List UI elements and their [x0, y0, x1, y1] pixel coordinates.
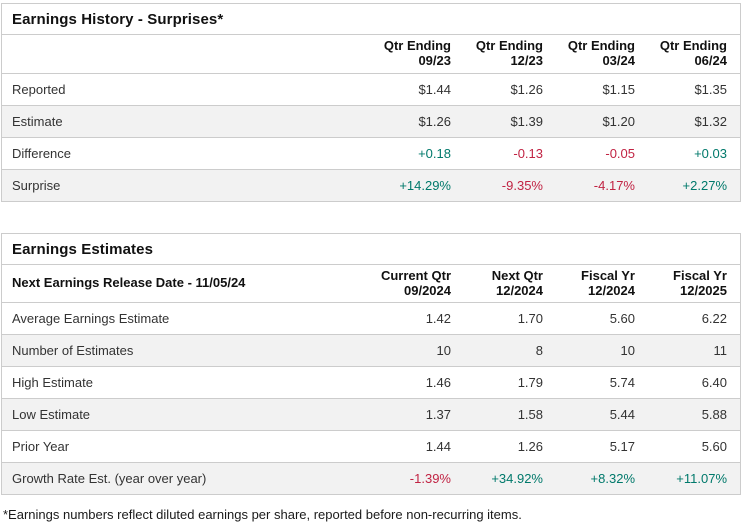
table-row-surprise: Surprise +14.29% -9.35% -4.17% +2.27%	[2, 169, 740, 201]
value-cell: 5.74	[609, 375, 635, 391]
value-cell: +0.18	[418, 145, 451, 161]
value-cell: 8	[535, 343, 543, 359]
row-label: Reported	[12, 81, 66, 97]
column-header-line1: Qtr Ending	[659, 38, 727, 53]
value-cell: $1.26	[510, 81, 543, 97]
value-cell: 1.37	[425, 407, 451, 423]
earnings-estimates-table: Next Earnings Release Date - 11/05/24 Cu…	[2, 264, 740, 495]
column-header-line2: 03/24	[602, 53, 635, 69]
column-header-line1: Fiscal Yr	[673, 267, 727, 283]
value-cell: 5.17	[609, 439, 635, 455]
earnings-estimates-title: Earnings Estimates	[2, 234, 740, 265]
column-header-fiscal-yr-2024: Fiscal Yr 12/2024	[556, 264, 648, 304]
row-label: Difference	[12, 145, 72, 161]
table-row-difference: Difference +0.18 -0.13 -0.05 +0.03	[2, 137, 740, 169]
earnings-footnote: *Earnings numbers reflect diluted earnin…	[3, 507, 522, 522]
value-cell: $1.15	[602, 81, 635, 97]
earnings-history-table: Qtr Ending 09/23 Qtr Ending 12/23 Qtr Endi…	[2, 35, 740, 201]
earnings-estimates-panel: Earnings Estimates Next Earnings Release…	[1, 232, 741, 496]
column-header-line2: 06/24	[694, 53, 727, 69]
earnings-history-header-row: Qtr Ending 09/23 Qtr Ending 12/23 Qtr Endi…	[2, 35, 740, 74]
row-label: Prior Year	[12, 439, 70, 455]
value-cell: 1.46	[425, 375, 451, 391]
value-cell: 1.42	[425, 311, 451, 327]
next-release-date-label: Next Earnings Release Date - 11/05/24	[2, 264, 372, 304]
value-cell: -9.35%	[501, 177, 543, 193]
value-cell: 5.88	[701, 407, 727, 423]
column-header-current-qtr: Current Qtr 09/2024	[372, 264, 464, 304]
value-cell: $1.35	[694, 81, 727, 97]
value-cell: -0.13	[513, 145, 543, 161]
column-header-line2: 12/2024	[588, 282, 635, 298]
row-label: High Estimate	[12, 375, 93, 391]
column-header-line1: Fiscal Yr	[581, 267, 635, 283]
row-label: Surprise	[12, 177, 61, 193]
value-cell: $1.26	[418, 113, 451, 129]
value-cell: +14.29%	[399, 177, 451, 193]
column-header-line1: Next Qtr	[491, 267, 543, 283]
value-cell: 5.44	[609, 407, 635, 423]
table-row-number-of-estimates: Number of Estimates 10 8 10 11	[2, 334, 740, 367]
value-cell: -4.17%	[593, 177, 635, 193]
value-cell: +34.92%	[491, 471, 543, 487]
corner-cell	[2, 35, 372, 74]
column-header-qtr-0624: Qtr Ending 06/24	[648, 35, 740, 74]
value-cell: 1.70	[517, 311, 543, 327]
value-cell: -0.05	[605, 145, 635, 161]
column-header-line2: 12/23	[510, 53, 543, 69]
value-cell: +8.32%	[590, 471, 635, 487]
table-row-high-estimate: High Estimate 1.46 1.79 5.74 6.40	[2, 366, 740, 399]
column-header-line1: Current Qtr	[380, 267, 451, 283]
value-cell: -1.39%	[409, 471, 451, 487]
table-row-reported: Reported $1.44 $1.26 $1.15 $1.35	[2, 73, 740, 105]
value-cell: 1.79	[517, 375, 543, 391]
column-header-qtr-0324: Qtr Ending 03/24	[556, 35, 648, 74]
row-label: Estimate	[12, 113, 63, 129]
column-header-next-qtr: Next Qtr 12/2024	[464, 264, 556, 304]
value-cell: 10	[620, 343, 635, 359]
table-row-low-estimate: Low Estimate 1.37 1.58 5.44 5.88	[2, 398, 740, 431]
row-label: Low Estimate	[12, 407, 91, 423]
value-cell: 6.40	[701, 375, 727, 391]
value-cell: 11	[713, 343, 728, 359]
row-label: Average Earnings Estimate	[12, 311, 170, 327]
value-cell: 1.44	[425, 439, 451, 455]
row-label: Growth Rate Est. (year over year)	[12, 471, 207, 487]
value-cell: $1.44	[418, 81, 451, 97]
table-row-average-earnings-estimate: Average Earnings Estimate 1.42 1.70 5.60…	[2, 303, 740, 335]
earnings-history-panel: Earnings History - Surprises* Qtr Ending…	[1, 3, 741, 202]
value-cell: 5.60	[701, 439, 727, 455]
value-cell: $1.20	[602, 113, 635, 129]
column-header-line1: Qtr Ending	[475, 38, 543, 53]
column-header-qtr-1223: Qtr Ending 12/23	[464, 35, 556, 74]
table-row-prior-year: Prior Year 1.44 1.26 5.17 5.60	[2, 430, 740, 463]
value-cell: 1.58	[517, 407, 543, 423]
column-header-line2: 09/2024	[404, 282, 451, 298]
table-row-estimate: Estimate $1.26 $1.39 $1.20 $1.32	[2, 105, 740, 138]
table-row-growth-rate-est: Growth Rate Est. (year over year) -1.39%…	[2, 462, 740, 495]
column-header-line2: 12/2024	[496, 282, 543, 298]
value-cell: $1.39	[510, 113, 543, 129]
value-cell: +2.27%	[682, 177, 727, 193]
value-cell: 1.26	[517, 439, 543, 455]
value-cell: $1.32	[694, 113, 727, 129]
value-cell: 6.22	[701, 311, 727, 327]
column-header-line2: 09/23	[418, 53, 451, 69]
column-header-fiscal-yr-2025: Fiscal Yr 12/2025	[648, 264, 740, 304]
earnings-history-title: Earnings History - Surprises*	[2, 4, 740, 35]
value-cell: +0.03	[694, 145, 727, 161]
value-cell: +11.07%	[676, 471, 727, 487]
column-header-line1: Qtr Ending	[383, 38, 451, 53]
value-cell: 5.60	[609, 311, 635, 327]
row-label: Number of Estimates	[12, 343, 134, 359]
earnings-estimates-header-row: Next Earnings Release Date - 11/05/24 Cu…	[2, 264, 740, 304]
value-cell: 10	[436, 343, 451, 359]
column-header-line2: 12/2025	[680, 282, 727, 298]
column-header-qtr-0923: Qtr Ending 09/23	[372, 35, 464, 74]
column-header-line1: Qtr Ending	[567, 38, 635, 53]
